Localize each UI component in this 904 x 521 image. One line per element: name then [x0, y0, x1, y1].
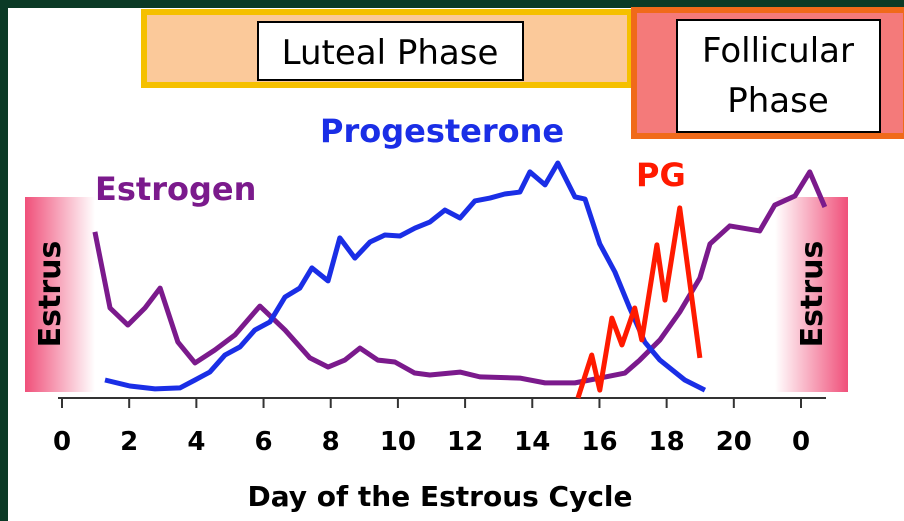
estrus-box — [775, 197, 848, 392]
x-tick-label: 18 — [649, 427, 685, 457]
series-line — [104, 160, 707, 393]
x-tick-label: 0 — [792, 427, 810, 457]
x-tick-label: 14 — [514, 427, 550, 457]
x-tick-label: 20 — [716, 427, 752, 457]
series-label: PG — [636, 156, 686, 194]
follicular-label-box — [676, 19, 881, 133]
estrus-label: Estrus — [795, 241, 830, 348]
luteal-label-box — [257, 21, 524, 81]
series-line — [92, 169, 828, 386]
estrus-label: Estrus — [33, 241, 68, 348]
follicular-label: Phase — [727, 81, 829, 121]
x-tick-label: 4 — [187, 427, 205, 457]
x-tick-label: 8 — [322, 427, 340, 457]
x-tick-label: 0 — [53, 427, 71, 457]
series-label: Estrogen — [95, 170, 256, 208]
x-tick-label: 2 — [120, 427, 138, 457]
x-tick-label: 16 — [581, 427, 617, 457]
follicular-label: Follicular — [702, 31, 854, 71]
series-label: Progesterone — [320, 112, 564, 150]
x-axis-label: Day of the Estrous Cycle — [247, 480, 632, 513]
series-line — [575, 205, 703, 399]
x-tick-label: 10 — [380, 427, 416, 457]
x-tick-label: 12 — [447, 427, 483, 457]
estrus-box — [25, 197, 95, 392]
x-tick-label: 6 — [254, 427, 272, 457]
luteal-label: Luteal Phase — [282, 33, 499, 73]
